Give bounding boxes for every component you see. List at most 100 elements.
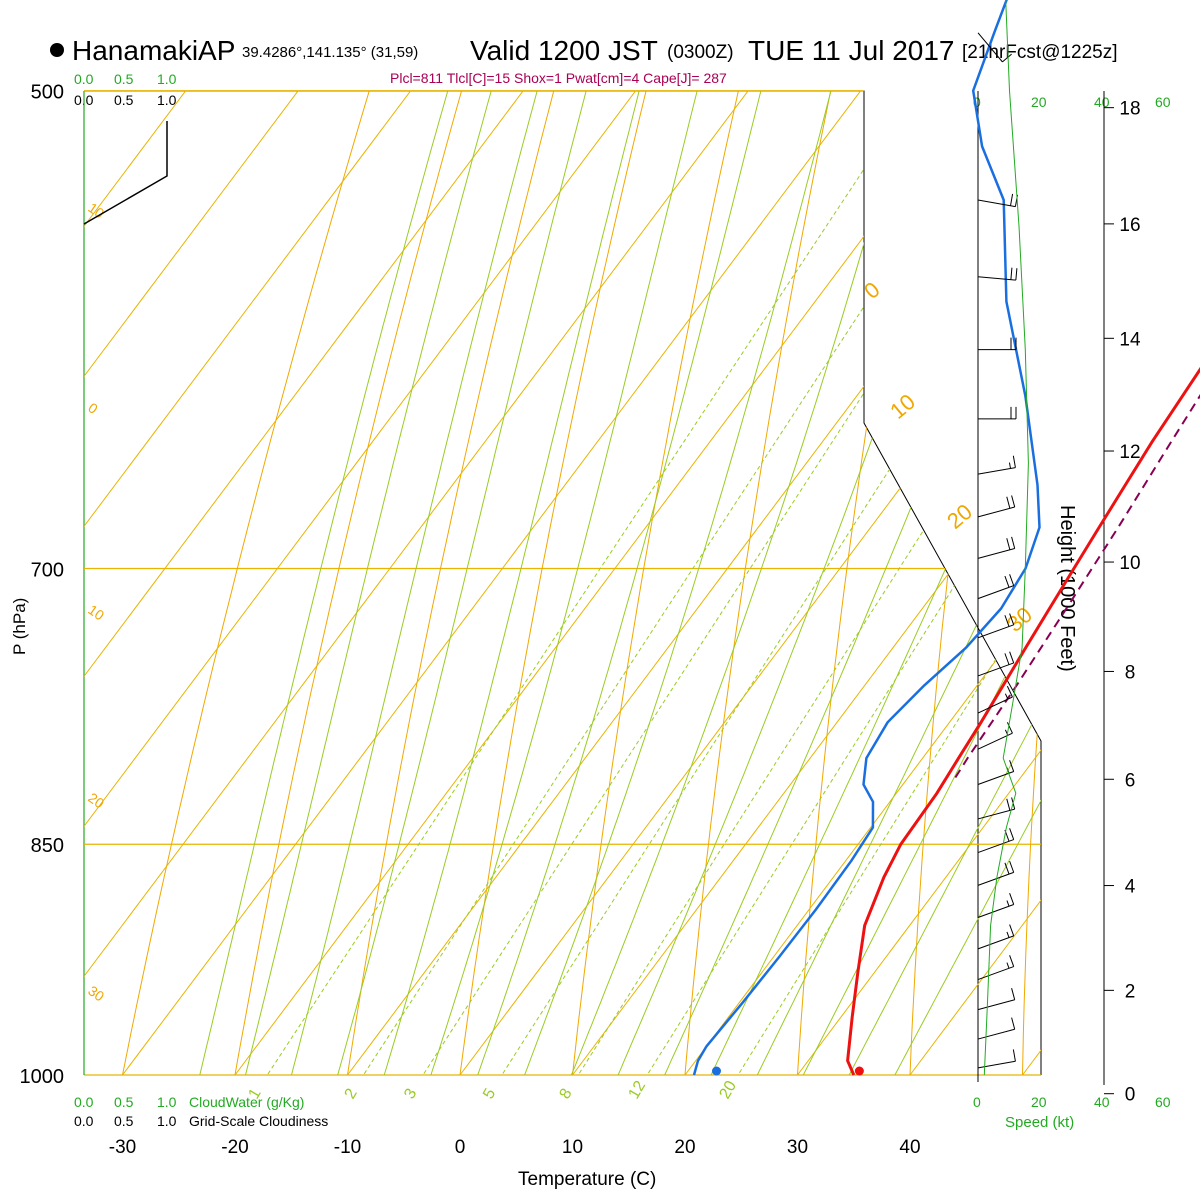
sounding-series xyxy=(692,0,1200,1076)
top-cloudwater-tick-1: 0.5 xyxy=(114,71,134,87)
wind-barb-flag xyxy=(1009,574,1015,586)
bottom-cloudwater-tick-2: 1.0 xyxy=(157,1094,177,1110)
wind-barb-staff xyxy=(977,904,1014,918)
temperature-tick-label: 30 xyxy=(787,1137,808,1158)
wind-barb-half-flag xyxy=(1006,900,1010,907)
speed-top-tick-3: 60 xyxy=(1155,94,1171,110)
temperature-tick-label: -10 xyxy=(334,1137,361,1158)
moist-adiabat xyxy=(857,91,1041,1075)
moist-adiabat xyxy=(362,91,951,1075)
isotherm-40 xyxy=(909,91,1041,1075)
isotherm-0 xyxy=(459,91,1041,1075)
wind-barb-flag xyxy=(1009,860,1015,873)
wind-barb-flag xyxy=(1006,685,1013,698)
height-axis-title: Height (1000 Feet) xyxy=(1056,505,1078,672)
station-bullet-icon xyxy=(50,43,64,57)
wind-barb xyxy=(977,536,1016,559)
wind-barb xyxy=(977,685,1013,714)
wind-barb xyxy=(977,828,1015,854)
wind-barb-flag xyxy=(1006,496,1011,509)
wind-barb-staff xyxy=(977,32,1003,63)
height-tick-label: 16 xyxy=(1119,215,1140,236)
wind-barb-flag xyxy=(1004,575,1010,588)
height-tick-label: 6 xyxy=(1125,770,1136,791)
wind-barb xyxy=(977,893,1015,918)
wind-barb-flag xyxy=(1006,798,1011,811)
wind-barb-flag xyxy=(1009,613,1015,625)
wind-barb-staff xyxy=(977,506,1015,518)
top-cloudiness-tick-2: 1.0 xyxy=(157,92,177,108)
wind-barb xyxy=(977,574,1015,600)
wind-barb-flag xyxy=(1004,862,1010,875)
isotherm-60 xyxy=(1135,0,1200,1075)
wind-barb-staff xyxy=(977,966,1014,981)
wind-barb-flag xyxy=(1011,988,1016,1000)
pressure-tick-label: 850 xyxy=(31,835,64,857)
moist-adiabat xyxy=(407,91,999,1075)
speed-bottom-tick-0: 0 xyxy=(973,1094,981,1110)
moist-adiabat xyxy=(587,91,1041,1075)
dry-adiabat xyxy=(108,91,727,1075)
temperature-tick-label: -20 xyxy=(221,1137,248,1158)
dry-adiabat xyxy=(222,91,802,1075)
top-cloudwater-tick-2: 1.0 xyxy=(157,71,177,87)
pressure-tick-label: 700 xyxy=(31,560,64,582)
isotherm-label: 20 xyxy=(942,499,977,534)
isotherm--50 xyxy=(84,91,1041,1075)
parcel-line xyxy=(954,393,1200,779)
mixing-ratio-3 xyxy=(378,91,1041,1075)
wind-barb xyxy=(977,988,1016,1011)
isotherm-10 xyxy=(572,91,1041,1075)
axis-labels: 2503004005007008501000-30-20-10010203040… xyxy=(20,0,1141,1158)
wind-barb-half-flag xyxy=(1006,931,1010,938)
moist-adiabat xyxy=(317,91,907,1075)
wind-barb-staff xyxy=(977,839,1014,854)
isotherm--30 xyxy=(122,91,1041,1075)
mixing-ratio-8 xyxy=(534,91,1041,1075)
dry-adiabat xyxy=(907,91,1041,1075)
wind-barb xyxy=(977,651,1015,677)
bottom-cloudiness-tick-2: 1.0 xyxy=(157,1113,177,1129)
mixing-ratio-1 xyxy=(221,91,1041,1075)
moist-adiabat xyxy=(632,91,1041,1075)
bottom-cloudiness-tick-1: 0.5 xyxy=(114,1113,134,1129)
height-tick-label: 8 xyxy=(1125,662,1136,683)
wind-barb-flag xyxy=(1009,760,1015,772)
wind-barb xyxy=(977,613,1015,639)
wind-barb-flag xyxy=(1009,828,1015,840)
speed-bottom-tick-3: 60 xyxy=(1155,1094,1171,1110)
y-axis-title: P (hPa) xyxy=(10,598,29,655)
isotherm--90 xyxy=(84,91,968,1075)
stability-indices: Plcl=811 Tlcl[C]=15 Shox=1 Pwat[cm]=4 Ca… xyxy=(390,70,727,86)
wind-barb-staff xyxy=(977,585,1014,600)
height-tick-label: 20 xyxy=(1119,0,1140,2)
wind-barb-flag xyxy=(1002,53,1012,63)
mixing-ratio-label: 8 xyxy=(557,1086,576,1102)
wind-barb-flag xyxy=(1012,1049,1016,1062)
mixing-ratio-label: 2 xyxy=(342,1086,361,1102)
wind-barb-flag xyxy=(1015,268,1018,281)
temperature-tick-label: 40 xyxy=(899,1137,920,1158)
isotherm--70 xyxy=(84,91,1041,1075)
wind-barb xyxy=(977,455,1016,475)
wind-barb-flag xyxy=(1011,1017,1016,1030)
wind-barb xyxy=(977,495,1016,518)
moist-adiabat xyxy=(272,91,866,1075)
wind-barb-staff xyxy=(977,624,1014,639)
isotherm--20 xyxy=(234,91,1041,1075)
mixing-ratio-2 xyxy=(318,91,1041,1075)
speed-bottom-tick-2: 40 xyxy=(1094,1094,1110,1110)
surface-temperature xyxy=(854,1066,864,1076)
isotherm--40 xyxy=(84,91,1041,1075)
wind-barb xyxy=(978,337,1017,351)
bottom-cloudwater-tick-0: 0.0 xyxy=(74,1094,94,1110)
dry-adiabat xyxy=(450,91,952,1075)
wind-barb-half-flag xyxy=(1006,962,1010,969)
mixing-ratio-label: 5 xyxy=(480,1086,499,1102)
isotherms xyxy=(84,0,1200,1075)
cloudiness-label: Grid-Scale Cloudiness xyxy=(189,1113,328,1129)
top-cloudwater-tick-0: 0.0 xyxy=(74,71,94,87)
isotherm--60 xyxy=(84,91,1041,1075)
temperature-tick-label: -30 xyxy=(109,1137,136,1158)
